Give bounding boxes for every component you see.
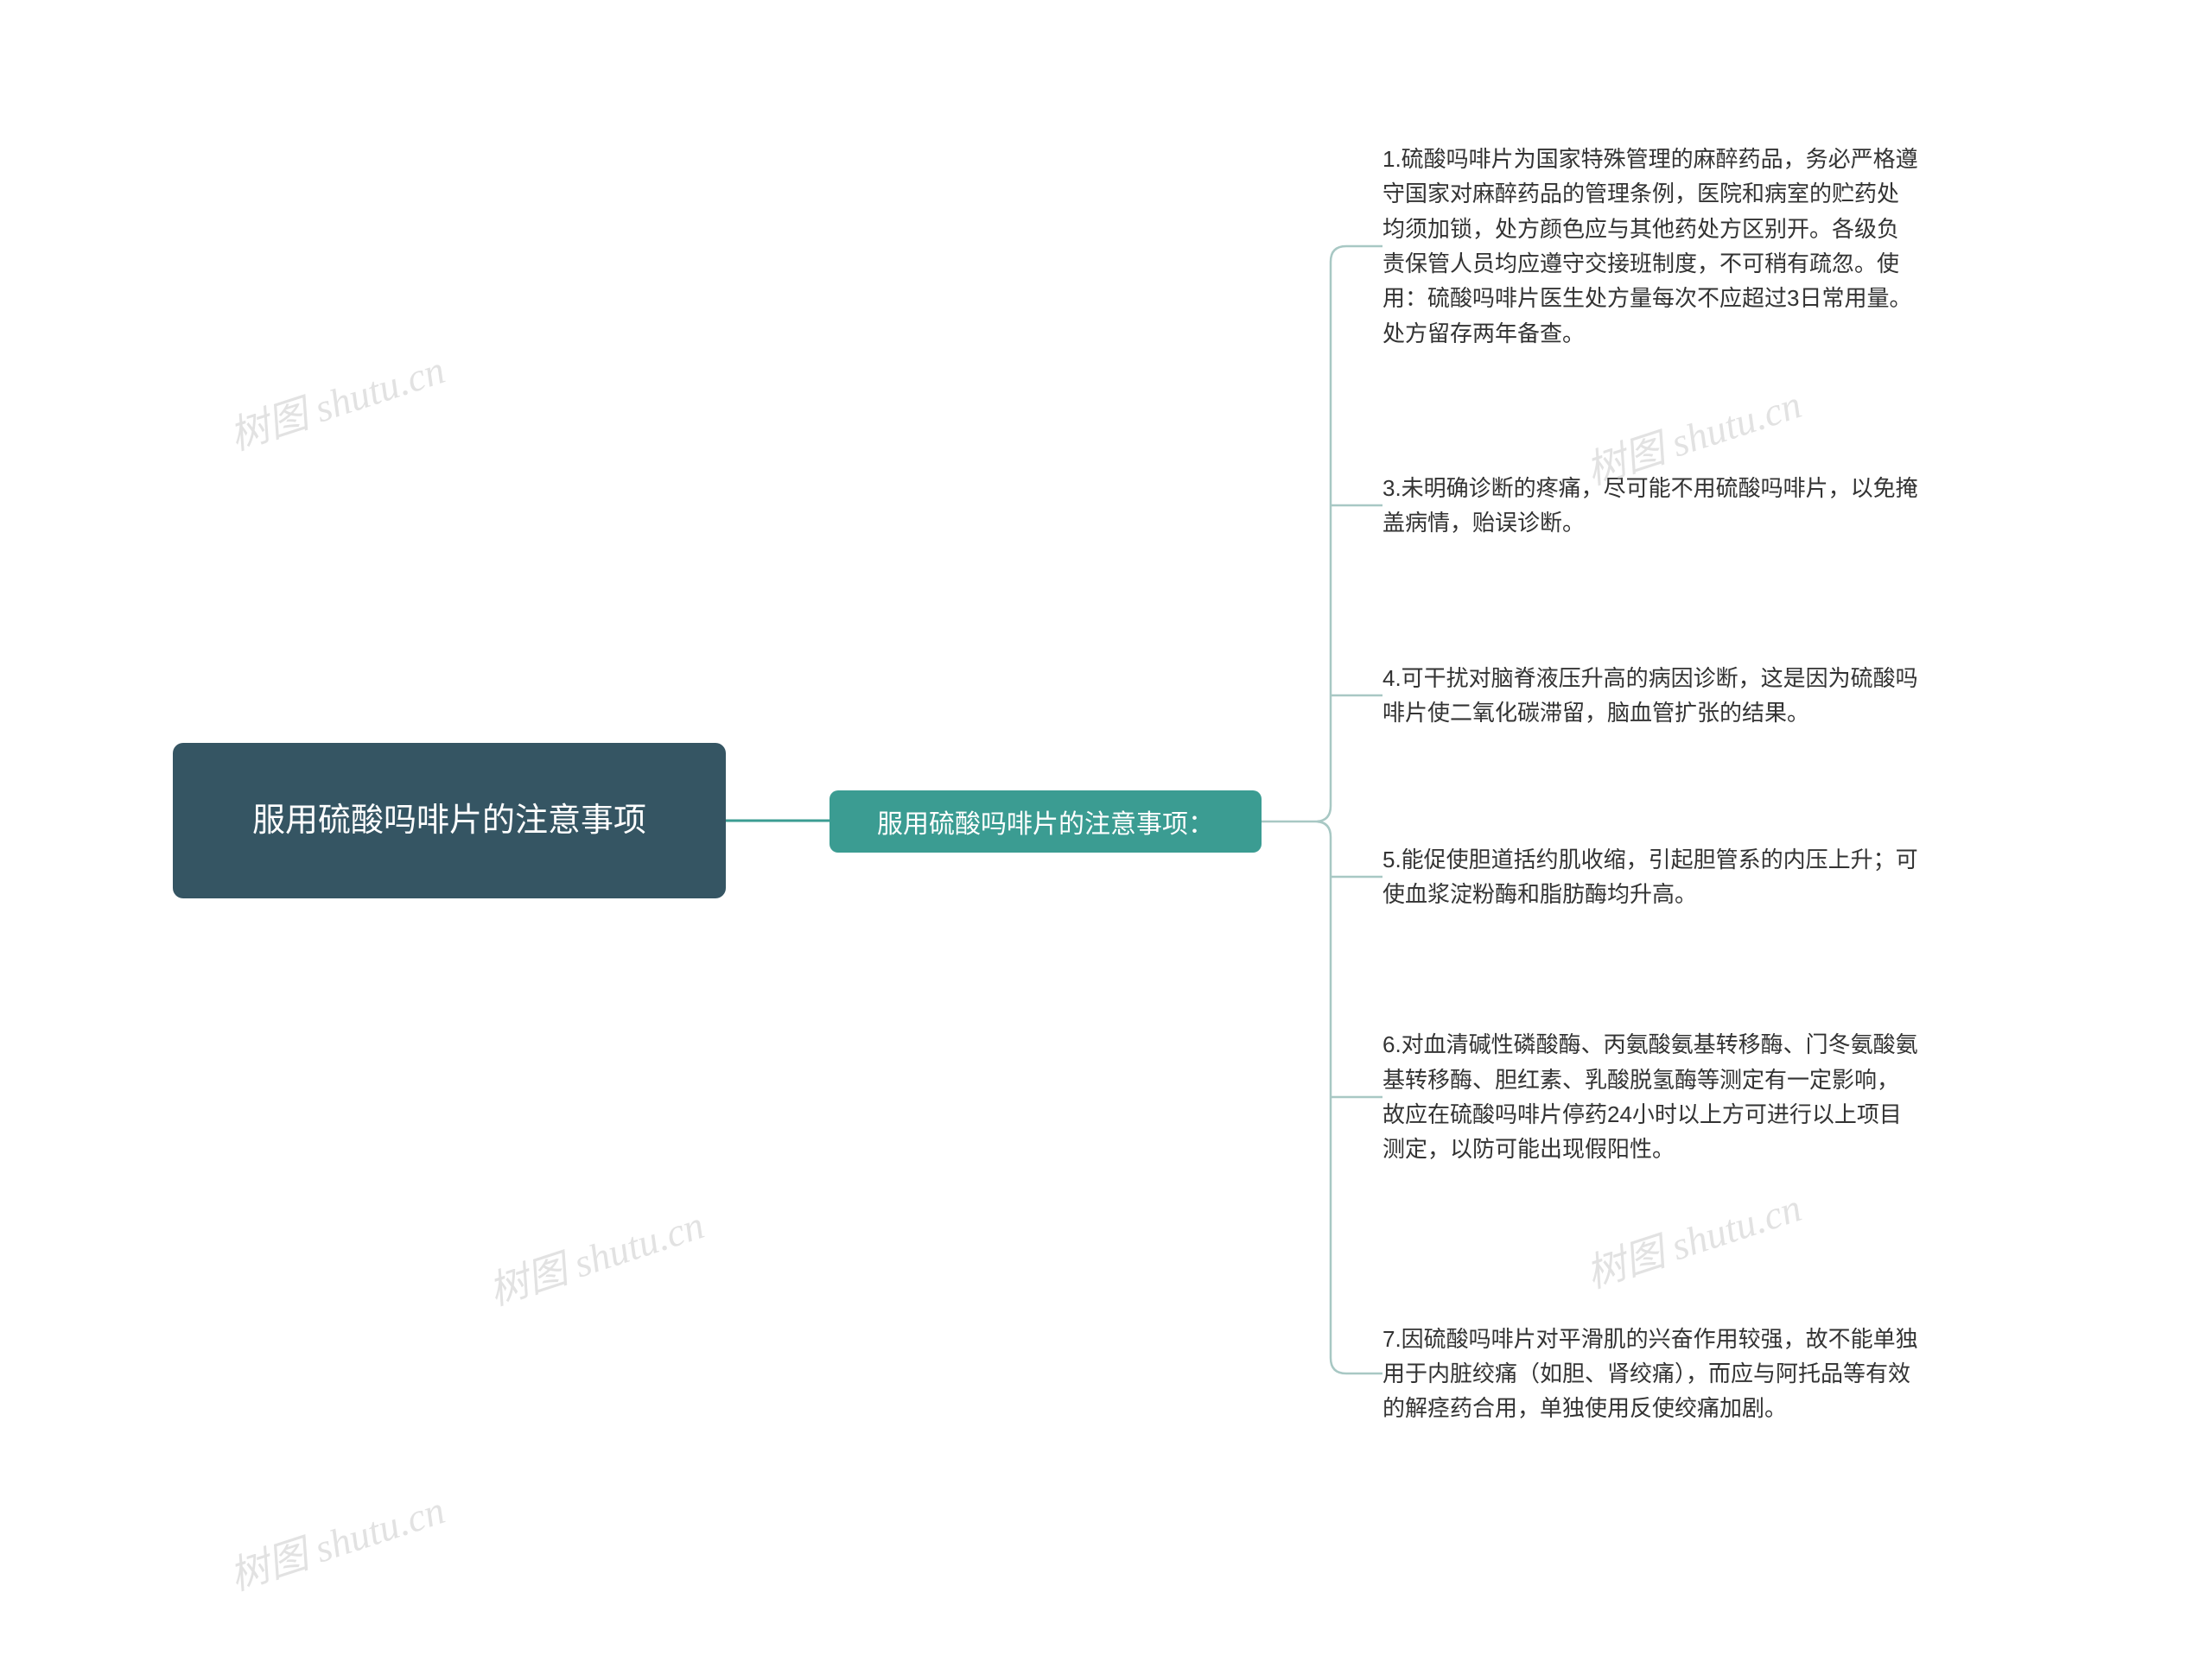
leaf-node-2: 3.未明确诊断的疼痛，尽可能不用硫酸吗啡片，以免掩盖病情，贻误诊断。 — [1382, 466, 1918, 544]
leaf-node-5: 6.对血清碱性磷酸酶、丙氨酸氨基转移酶、门冬氨酸氨基转移酶、胆红素、乳酸脱氢酶等… — [1382, 1002, 1918, 1192]
leaf-node-1: 1.硫酸吗啡片为国家特殊管理的麻醉药品，务必严格遵守国家对麻醉药品的管理条例，医… — [1382, 104, 1918, 389]
root-node: 服用硫酸吗啡片的注意事项 — [173, 743, 726, 898]
watermark-4: 树图 shutu.cn — [1578, 1177, 1808, 1300]
leaf-node-3: 4.可干扰对脑脊液压升高的病因诊断，这是因为硫酸吗啡片使二氧化碳滞留，脑血管扩张… — [1382, 639, 1918, 752]
watermark-1: 树图 shutu.cn — [221, 339, 451, 462]
leaf-node-6: 7.因硫酸吗啡片对平滑肌的兴奋作用较强，故不能单独用于内脏绞痛（如胆、肾绞痛），… — [1382, 1296, 1918, 1451]
leaf-node-4: 5.能促使胆道括约肌收缩，引起胆管系的内压上升；可使血浆淀粉酶和脂肪酶均升高。 — [1382, 838, 1918, 916]
watermark-5: 树图 shutu.cn — [221, 1479, 451, 1602]
subtopic-node: 服用硫酸吗啡片的注意事项： — [830, 790, 1262, 853]
watermark-3: 树图 shutu.cn — [480, 1194, 710, 1317]
